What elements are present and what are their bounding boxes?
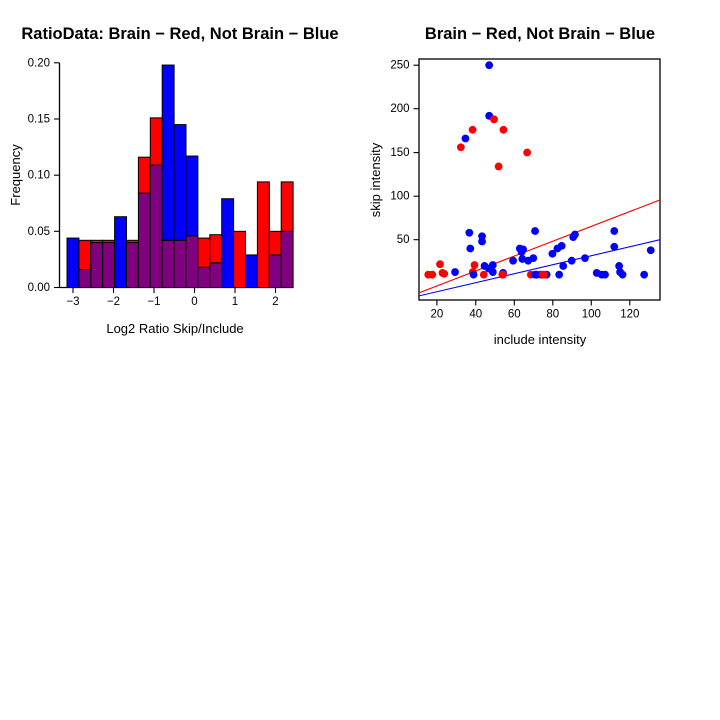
svg-text:−1: −1 [147, 296, 160, 308]
svg-text:80: 80 [546, 309, 559, 321]
svg-text:1: 1 [232, 296, 238, 308]
svg-text:include intensity: include intensity [494, 332, 587, 347]
svg-text:Frequency: Frequency [8, 144, 23, 206]
svg-text:2: 2 [272, 296, 278, 308]
svg-text:0.05: 0.05 [28, 226, 50, 238]
svg-text:120: 120 [620, 309, 639, 321]
svg-text:Log2 Ratio Skip/Include: Log2 Ratio Skip/Include [106, 321, 243, 336]
svg-text:100: 100 [390, 191, 409, 203]
svg-text:skip intensity: skip intensity [368, 142, 383, 217]
svg-text:150: 150 [390, 147, 409, 159]
svg-text:60: 60 [508, 309, 521, 321]
svg-text:20: 20 [431, 309, 444, 321]
svg-text:40: 40 [469, 309, 482, 321]
svg-text:200: 200 [390, 103, 409, 115]
svg-text:RatioData: Brain − Red, Not Br: RatioData: Brain − Red, Not Brain − Blue [21, 25, 338, 43]
svg-text:0.20: 0.20 [28, 57, 50, 69]
svg-text:0.15: 0.15 [28, 114, 50, 126]
svg-text:−3: −3 [66, 296, 79, 308]
svg-text:0.10: 0.10 [28, 170, 50, 182]
svg-text:0: 0 [191, 296, 197, 308]
svg-text:0.00: 0.00 [28, 282, 50, 294]
svg-text:50: 50 [397, 234, 410, 246]
svg-text:100: 100 [582, 309, 601, 321]
svg-text:Brain − Red, Not Brain − Blue: Brain − Red, Not Brain − Blue [425, 25, 655, 43]
svg-text:250: 250 [390, 60, 409, 72]
svg-text:−2: −2 [107, 296, 120, 308]
